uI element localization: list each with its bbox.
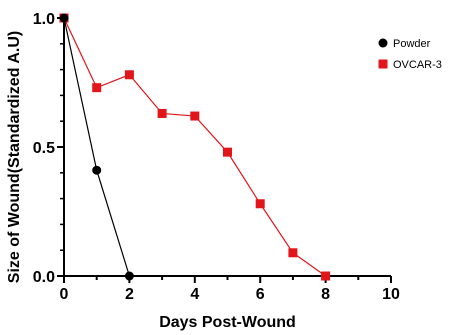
axes (57, 17, 391, 283)
legend-marker (378, 59, 388, 69)
x-tick-label: 6 (256, 286, 265, 303)
y-tick-label: 1.0 (33, 11, 55, 28)
data-point-ovcar-3 (288, 248, 298, 258)
data-point-ovcar-3 (255, 199, 265, 209)
x-axis-title: Days Post-Wound (159, 314, 296, 331)
y-tick-label: 0.5 (33, 140, 55, 157)
series-ovcar-3 (59, 13, 331, 281)
data-point-powder (92, 165, 102, 175)
data-point-ovcar-3 (190, 111, 200, 121)
y-tick-label: 0.0 (33, 269, 55, 286)
x-tick-label: 2 (125, 286, 134, 303)
data-point-ovcar-3 (124, 70, 134, 80)
data-point-ovcar-3 (92, 83, 102, 93)
data-point-powder (124, 271, 134, 281)
x-tick-label: 0 (60, 286, 69, 303)
series-line-powder (63, 17, 130, 277)
legend: Powder OVCAR-3 (378, 38, 442, 71)
data-point-ovcar-3 (157, 108, 167, 118)
data-point-ovcar-3 (321, 271, 331, 281)
legend-item-powder: Powder (378, 38, 431, 50)
legend-item-ovcar-3: OVCAR-3 (378, 59, 442, 71)
legend-label: Powder (393, 38, 431, 50)
legend-label: OVCAR-3 (393, 59, 442, 71)
x-axis-ticks: 0 2 4 6 8 10 (60, 276, 400, 303)
x-tick-label: 10 (382, 286, 400, 303)
data-point-ovcar-3 (223, 147, 232, 157)
y-axis-ticks: 0.0 0.5 1.0 (33, 11, 64, 286)
y-axis-title: Size of Wound(Standardized A.U) (6, 31, 23, 283)
x-tick-label: 4 (190, 286, 199, 303)
data-point-powder (59, 13, 69, 23)
series-line-ovcar-3 (63, 17, 326, 277)
plot-series (59, 13, 331, 281)
legend-marker (378, 38, 388, 48)
x-tick-label: 8 (321, 286, 330, 303)
series-powder (59, 13, 134, 281)
